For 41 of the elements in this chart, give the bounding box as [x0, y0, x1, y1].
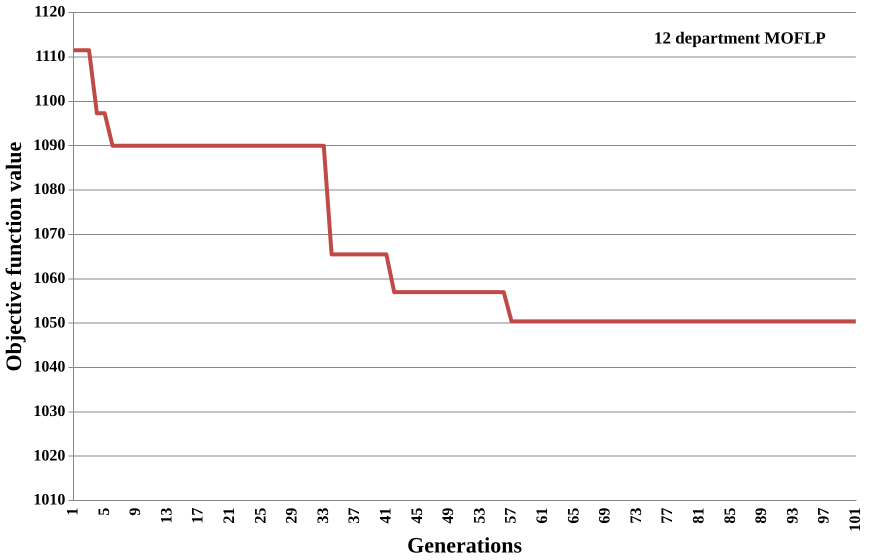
x-tick-label: 89	[753, 508, 770, 524]
x-tick-label: 41	[378, 508, 394, 524]
x-tick-label: 77	[659, 508, 676, 524]
x-tick-label: 17	[190, 508, 207, 524]
x-tick-label: 29	[284, 508, 301, 524]
y-tick-label: 1070	[33, 226, 66, 243]
x-tick-label: 1	[64, 508, 82, 516]
x-tick-label: 65	[565, 508, 582, 524]
y-tick-label: 1040	[33, 358, 66, 376]
x-tick-label: 81	[690, 508, 708, 524]
y-tick-label: 1120	[34, 4, 66, 21]
x-tick-label: 57	[502, 508, 520, 524]
x-tick-label: 45	[408, 508, 426, 524]
x-tick-label: 37	[346, 508, 364, 524]
y-tick-label: 1110	[35, 48, 66, 66]
x-tick-label: 69	[596, 508, 614, 524]
y-tick-label: 1100	[34, 92, 66, 110]
y-axis-title: Objective function value	[0, 141, 26, 372]
annotation: 12 department MOFLP	[654, 28, 826, 48]
x-tick-label: 49	[440, 508, 458, 524]
x-tick-label: 21	[221, 508, 238, 524]
x-axis-title: Generations	[407, 532, 522, 558]
x-tick-label: 5	[96, 508, 113, 516]
y-tick-label: 1020	[33, 447, 66, 464]
y-tick-label: 1050	[33, 314, 66, 332]
x-tick-label: 61	[534, 508, 551, 524]
y-tick-label: 1010	[33, 492, 66, 509]
y-tick-label: 1080	[33, 181, 66, 198]
x-tick-label: 9	[127, 508, 144, 516]
x-tick-label: 73	[628, 508, 645, 524]
x-tick-label: 93	[784, 508, 802, 524]
x-tick-label: 85	[722, 508, 739, 524]
x-tick-label: 97	[816, 508, 833, 524]
y-tick-label: 1060	[33, 270, 66, 287]
x-tick-label: 53	[471, 508, 488, 524]
x-tick-label: 13	[158, 508, 176, 524]
y-tick-label: 1090	[33, 136, 66, 154]
x-tick-label: 101	[846, 508, 864, 532]
y-tick-label: 1030	[33, 403, 66, 420]
x-tick-label: 25	[252, 508, 270, 524]
x-tick-label: 33	[314, 508, 332, 524]
